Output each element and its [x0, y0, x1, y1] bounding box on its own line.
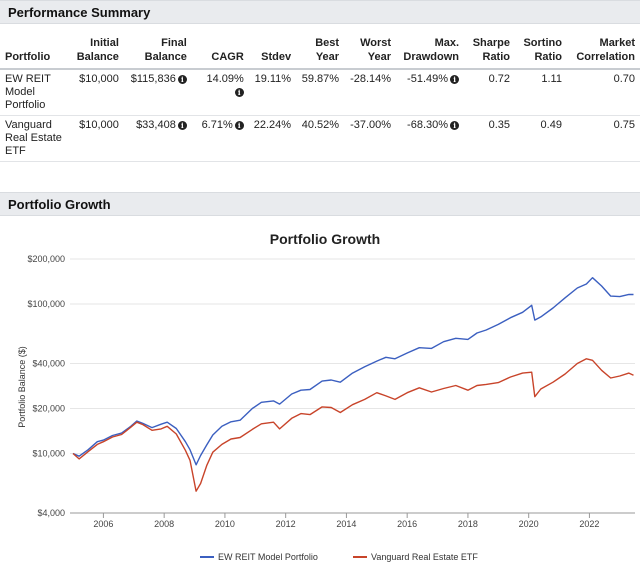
cell-stdev: 22.24%	[248, 115, 297, 162]
series-lines	[72, 277, 634, 492]
table-row: EW REIT Model Portfolio $10,000 $115,836…	[0, 69, 640, 116]
col-market-correlation: Market Correlation	[566, 34, 640, 70]
performance-summary-header: Performance Summary	[0, 0, 640, 24]
col-initial-balance: Initial Balance	[69, 34, 124, 70]
gridlines	[70, 258, 635, 514]
cell-best-year: 59.87%	[296, 69, 345, 116]
performance-summary-title: Performance Summary	[8, 5, 151, 20]
col-cagr: CAGR	[191, 34, 249, 70]
y-tick-label: $4,000	[37, 508, 65, 518]
cell-initial: $10,000	[69, 115, 124, 162]
cell-best-year: 40.52%	[296, 115, 345, 162]
cell-final: $33,408 i	[123, 115, 192, 162]
cell-sortino: 0.49	[515, 115, 567, 162]
cell-cagr: 14.09%i	[191, 69, 249, 116]
chart-legend[interactable]: EW REIT Model Portfolio Vanguard Real Est…	[200, 552, 478, 562]
table-header-row: Portfolio Initial Balance Final Balance …	[0, 34, 640, 70]
x-tick-label: 2010	[215, 519, 235, 529]
info-icon[interactable]: i	[450, 121, 460, 130]
portfolio-growth-section-title: Portfolio Growth	[8, 197, 111, 212]
table-row: Vanguard Real Estate ETF $10,000 $33,408…	[0, 115, 640, 162]
col-portfolio: Portfolio	[0, 34, 70, 70]
chart-svg: Portfolio Growth Portfolio Balance ($) $…	[17, 231, 635, 562]
cell-correlation: 0.70	[566, 69, 640, 116]
x-tick-label: 2018	[458, 519, 478, 529]
legend-label: Vanguard Real Estate ETF	[371, 552, 478, 562]
info-icon[interactable]: i	[234, 121, 244, 130]
col-sharpe-ratio: Sharpe Ratio	[464, 34, 515, 70]
cell-sortino: 1.11	[515, 69, 567, 116]
legend-label: EW REIT Model Portfolio	[218, 552, 318, 562]
y-tick-label: $20,000	[32, 404, 65, 414]
cell-worst-year: -28.14%	[344, 69, 397, 116]
col-sortino-ratio: Sortino Ratio	[515, 34, 567, 70]
cell-max-drawdown: -51.49% i	[396, 69, 465, 116]
y-tick-label: $100,000	[27, 299, 65, 309]
cell-correlation: 0.75	[566, 115, 640, 162]
info-icon[interactable]: i	[177, 121, 187, 130]
portfolio-growth-chart: Portfolio Growth Portfolio Balance ($) $…	[0, 217, 640, 574]
cell-portfolio: EW REIT Model Portfolio	[0, 69, 70, 116]
cell-final: $115,836 i	[123, 69, 192, 116]
performance-summary-table: Portfolio Initial Balance Final Balance …	[0, 34, 640, 162]
info-icon[interactable]: i	[234, 88, 244, 97]
cell-stdev: 19.11%	[248, 69, 297, 116]
cell-initial: $10,000	[69, 69, 124, 116]
x-tick-label: 2020	[519, 519, 539, 529]
x-tick-label: 2008	[154, 519, 174, 529]
x-tick-label: 2006	[93, 519, 113, 529]
col-stdev: Stdev	[248, 34, 297, 70]
col-final-balance: Final Balance	[123, 34, 192, 70]
y-tick-label: $40,000	[32, 358, 65, 368]
info-icon[interactable]: i	[177, 75, 187, 84]
cell-max-drawdown: -68.30% i	[396, 115, 465, 162]
col-worst-year: Worst Year	[344, 34, 397, 70]
portfolio-growth-header: Portfolio Growth	[0, 192, 640, 216]
cell-sharpe: 0.72	[464, 69, 515, 116]
series-line	[72, 358, 634, 492]
x-tick-label: 2022	[579, 519, 599, 529]
info-icon[interactable]: i	[450, 75, 460, 84]
x-tick-label: 2012	[276, 519, 296, 529]
cell-portfolio: Vanguard Real Estate ETF	[0, 115, 70, 162]
x-tick-label: 2016	[397, 519, 417, 529]
col-best-year: Best Year	[296, 34, 345, 70]
cell-cagr: 6.71% i	[191, 115, 249, 162]
cell-worst-year: -37.00%	[344, 115, 397, 162]
x-tick-label: 2014	[336, 519, 356, 529]
chart-title: Portfolio Growth	[270, 231, 380, 247]
y-tick-label: $10,000	[32, 449, 65, 459]
y-axis-label: Portfolio Balance ($)	[17, 346, 27, 428]
series-line	[72, 277, 634, 466]
col-max-drawdown: Max. Drawdown	[396, 34, 465, 70]
x-axis-ticks: 2006 2008 2010 2012 2014 2016 2018 2020 2022	[70, 512, 635, 529]
y-axis-ticks: $4,000 $10,000 $20,000 $40,000 $100,000 $200,…	[27, 254, 65, 518]
y-tick-label: $200,000	[27, 254, 65, 264]
cell-sharpe: 0.35	[464, 115, 515, 162]
